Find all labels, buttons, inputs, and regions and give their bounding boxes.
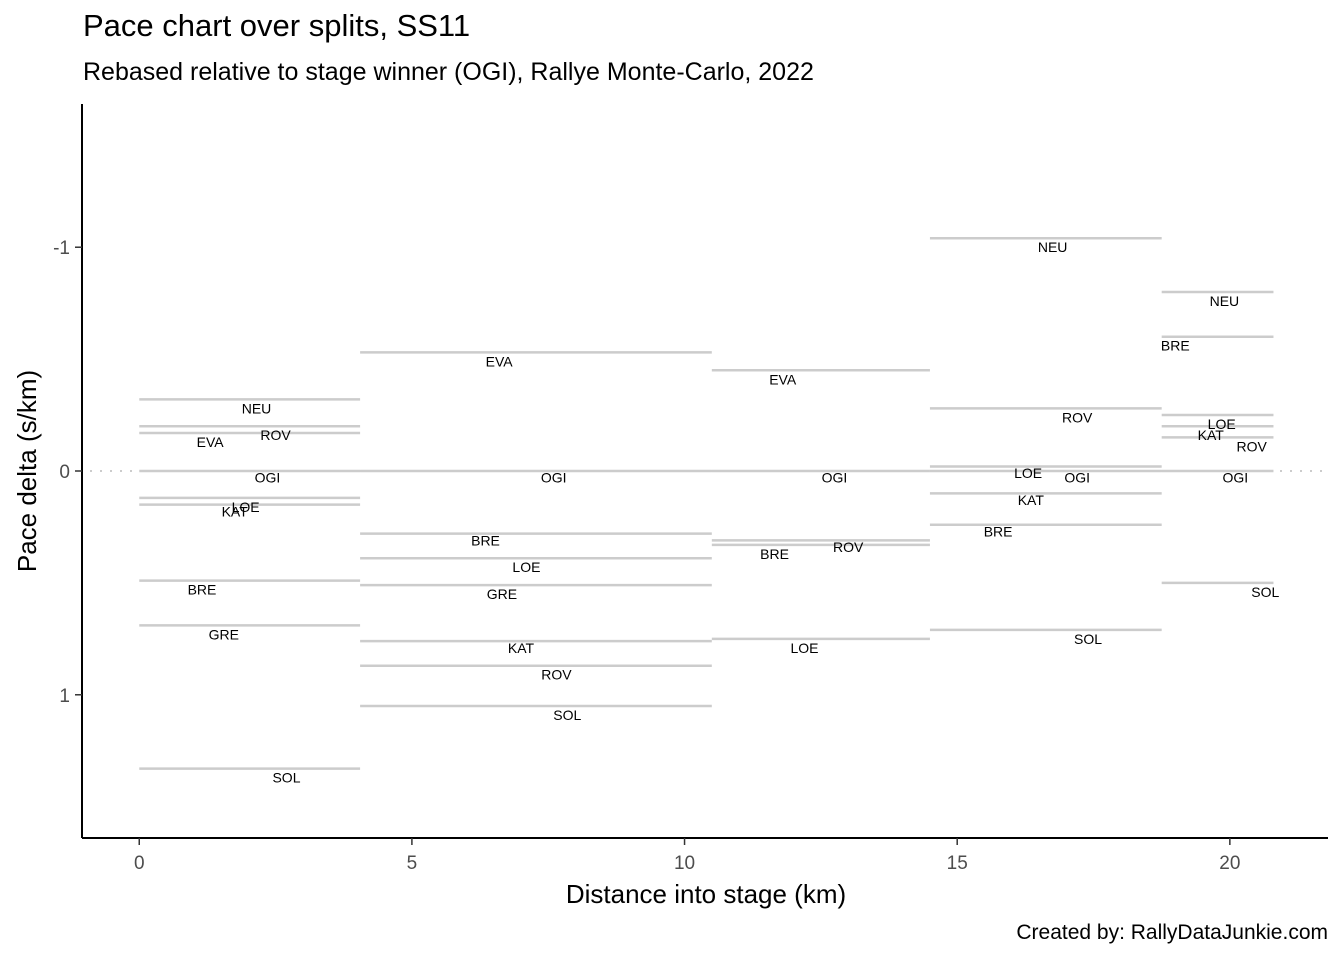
driver-label-bre-split-1: BRE [188, 582, 217, 598]
driver-label-sol-split-4: SOL [1074, 631, 1102, 647]
driver-label-rov-split-5: ROV [1236, 438, 1267, 454]
driver-label-rov-split-3: ROV [833, 539, 864, 555]
driver-label-gre-split-1: GRE [209, 626, 239, 642]
driver-label-sol-split-5: SOL [1251, 584, 1279, 600]
driver-label-bre-split-5: BRE [1161, 338, 1190, 354]
driver-label-eva-split-3: EVA [769, 371, 797, 387]
x-tick-label: 15 [947, 853, 968, 874]
driver-label-kat-split-5: KAT [1198, 427, 1225, 443]
driver-label-kat-split-4: KAT [1018, 492, 1045, 508]
driver-label-gre-split-2: GRE [487, 586, 517, 602]
driver-label-loe-split-4: LOE [1014, 465, 1042, 481]
chart-title: Pace chart over splits, SS11 [83, 8, 471, 43]
y-tick-label: -1 [53, 238, 70, 259]
y-tick-label: 1 [59, 686, 70, 707]
x-tick-label: 10 [674, 853, 695, 874]
driver-label-rov-split-4: ROV [1062, 409, 1093, 425]
driver-label-loe-split-1: LOE [232, 499, 260, 515]
driver-label-eva-split-1: EVA [197, 434, 225, 450]
credit-text: Created by: RallyDataJunkie.com [1016, 921, 1328, 944]
driver-label-loe-split-5: LOE [1208, 416, 1236, 432]
driver-labels-layer: NEUROVEVAOGILOEKATBREGRESOLEVAOGIBRELOEG… [188, 239, 1280, 785]
x-axis-title: Distance into stage (km) [566, 879, 846, 909]
pace-segments-layer [139, 237, 1274, 770]
driver-label-bre-split-3: BRE [760, 546, 789, 562]
x-tick-label: 5 [407, 853, 418, 874]
y-axis-title: Pace delta (s/km) [12, 370, 42, 572]
driver-label-ogi-split-4: OGI [1064, 470, 1090, 486]
driver-label-ogi-split-3: OGI [822, 470, 848, 486]
axes-layer: 0 5 10 15 20 -1 0 1 [53, 104, 1328, 874]
y-tick-label: 0 [59, 462, 70, 483]
chart-subtitle: Rebased relative to stage winner (OGI), … [83, 58, 814, 86]
x-tick-label: 0 [134, 853, 145, 874]
driver-label-bre-split-4: BRE [984, 523, 1013, 539]
driver-label-neu-split-4: NEU [1038, 239, 1068, 255]
driver-label-neu-split-1: NEU [242, 400, 272, 416]
driver-label-bre-split-2: BRE [471, 532, 500, 548]
driver-label-eva-split-2: EVA [486, 353, 514, 369]
driver-label-sol-split-2: SOL [553, 707, 581, 723]
driver-label-sol-split-1: SOL [272, 770, 300, 786]
driver-label-kat-split-1: KAT [222, 503, 249, 519]
driver-label-rov-split-2: ROV [541, 667, 572, 683]
x-tick-label: 20 [1219, 853, 1240, 874]
driver-label-neu-split-5: NEU [1210, 293, 1240, 309]
driver-label-kat-split-2: KAT [508, 640, 535, 656]
driver-label-ogi-split-2: OGI [541, 470, 567, 486]
driver-label-ogi-split-1: OGI [255, 470, 281, 486]
driver-label-ogi-split-5: OGI [1222, 470, 1248, 486]
driver-label-loe-split-3: LOE [791, 640, 819, 656]
driver-label-loe-split-2: LOE [512, 559, 540, 575]
driver-label-rov-split-1: ROV [260, 427, 291, 443]
